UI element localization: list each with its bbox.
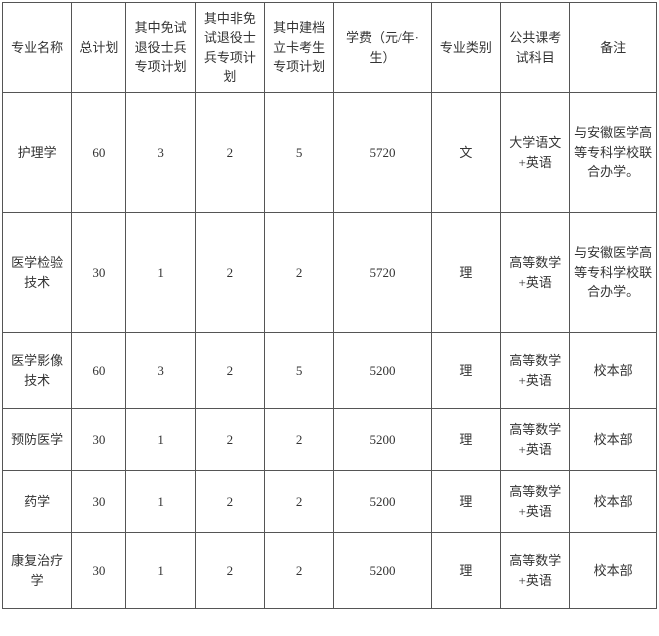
col-header-plan1: 其中免试退役士兵专项计划 — [126, 3, 195, 93]
table-row: 护理学603255720文大学语文+英语与安徽医学高等专科学校联合办学。 — [3, 93, 657, 213]
col-header-note: 备注 — [570, 3, 657, 93]
cell-plan1: 1 — [126, 213, 195, 333]
cell-plan1: 1 — [126, 409, 195, 471]
cell-name: 康复治疗学 — [3, 533, 72, 609]
cell-plan3: 2 — [265, 471, 334, 533]
col-header-plan2: 其中非免试退役士兵专项计划 — [195, 3, 264, 93]
table-body: 护理学603255720文大学语文+英语与安徽医学高等专科学校联合办学。医学检验… — [3, 93, 657, 609]
cell-plan1: 3 — [126, 333, 195, 409]
cell-total: 60 — [72, 333, 126, 409]
col-header-name: 专业名称 — [3, 3, 72, 93]
cell-plan2: 2 — [195, 471, 264, 533]
cell-note: 与安徽医学高等专科学校联合办学。 — [570, 213, 657, 333]
cell-plan3: 5 — [265, 93, 334, 213]
cell-plan1: 1 — [126, 471, 195, 533]
cell-plan3: 5 — [265, 333, 334, 409]
cell-name: 药学 — [3, 471, 72, 533]
cell-total: 60 — [72, 93, 126, 213]
enrollment-plan-table: 专业名称 总计划 其中免试退役士兵专项计划 其中非免试退役士兵专项计划 其中建档… — [2, 2, 657, 609]
cell-plan2: 2 — [195, 213, 264, 333]
col-header-exam: 公共课考试科目 — [501, 3, 570, 93]
cell-fee: 5200 — [334, 471, 431, 533]
table-row: 药学301225200理高等数学+英语校本部 — [3, 471, 657, 533]
cell-category: 理 — [431, 471, 500, 533]
cell-category: 理 — [431, 533, 500, 609]
cell-total: 30 — [72, 471, 126, 533]
table-row: 预防医学301225200理高等数学+英语校本部 — [3, 409, 657, 471]
cell-fee: 5200 — [334, 409, 431, 471]
table-row: 医学检验技术301225720理高等数学+英语与安徽医学高等专科学校联合办学。 — [3, 213, 657, 333]
cell-plan3: 2 — [265, 213, 334, 333]
col-header-category: 专业类别 — [431, 3, 500, 93]
table-header-row: 专业名称 总计划 其中免试退役士兵专项计划 其中非免试退役士兵专项计划 其中建档… — [3, 3, 657, 93]
cell-note: 校本部 — [570, 333, 657, 409]
cell-plan2: 2 — [195, 333, 264, 409]
cell-category: 理 — [431, 333, 500, 409]
cell-exam: 高等数学+英语 — [501, 333, 570, 409]
cell-exam: 高等数学+英语 — [501, 409, 570, 471]
cell-plan3: 2 — [265, 409, 334, 471]
table-row: 医学影像技术603255200理高等数学+英语校本部 — [3, 333, 657, 409]
cell-fee: 5200 — [334, 333, 431, 409]
cell-plan3: 2 — [265, 533, 334, 609]
cell-category: 文 — [431, 93, 500, 213]
cell-name: 医学影像技术 — [3, 333, 72, 409]
cell-plan2: 2 — [195, 409, 264, 471]
cell-plan2: 2 — [195, 533, 264, 609]
cell-total: 30 — [72, 409, 126, 471]
cell-note: 校本部 — [570, 409, 657, 471]
cell-exam: 高等数学+英语 — [501, 533, 570, 609]
cell-plan1: 3 — [126, 93, 195, 213]
cell-name: 医学检验技术 — [3, 213, 72, 333]
cell-note: 校本部 — [570, 471, 657, 533]
cell-fee: 5200 — [334, 533, 431, 609]
cell-total: 30 — [72, 213, 126, 333]
cell-total: 30 — [72, 533, 126, 609]
cell-category: 理 — [431, 409, 500, 471]
cell-name: 预防医学 — [3, 409, 72, 471]
cell-category: 理 — [431, 213, 500, 333]
cell-fee: 5720 — [334, 93, 431, 213]
col-header-total: 总计划 — [72, 3, 126, 93]
cell-fee: 5720 — [334, 213, 431, 333]
col-header-fee: 学费（元/年·生） — [334, 3, 431, 93]
cell-exam: 大学语文+英语 — [501, 93, 570, 213]
cell-exam: 高等数学+英语 — [501, 213, 570, 333]
cell-plan2: 2 — [195, 93, 264, 213]
cell-name: 护理学 — [3, 93, 72, 213]
cell-exam: 高等数学+英语 — [501, 471, 570, 533]
cell-note: 与安徽医学高等专科学校联合办学。 — [570, 93, 657, 213]
table-row: 康复治疗学301225200理高等数学+英语校本部 — [3, 533, 657, 609]
cell-plan1: 1 — [126, 533, 195, 609]
col-header-plan3: 其中建档立卡考生专项计划 — [265, 3, 334, 93]
cell-note: 校本部 — [570, 533, 657, 609]
